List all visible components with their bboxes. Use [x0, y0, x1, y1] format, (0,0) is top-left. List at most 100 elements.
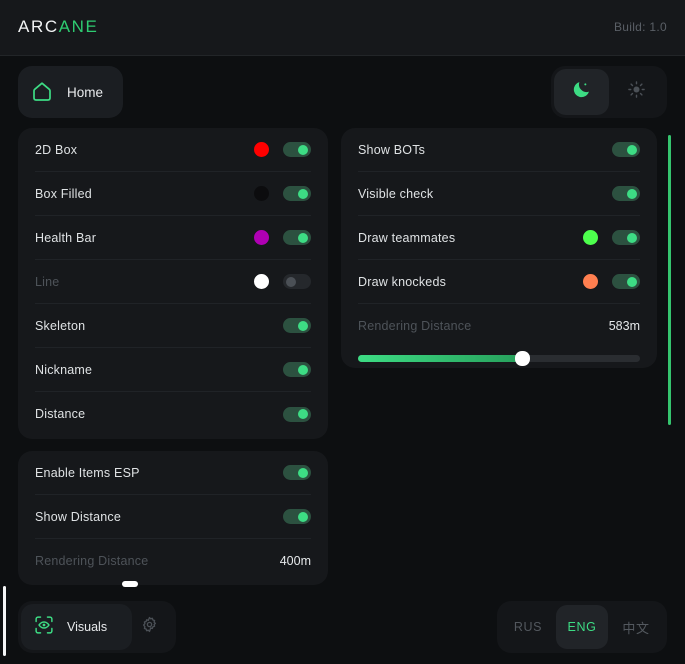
row-label: Distance	[35, 407, 86, 421]
slider-fill	[358, 355, 522, 362]
row-controls	[612, 186, 640, 201]
row-label: Draw knockeds	[358, 274, 447, 289]
row-label: Nickname	[35, 362, 93, 377]
settings-button[interactable]	[129, 604, 169, 650]
toggle-knob	[298, 467, 308, 478]
row-controls	[583, 230, 640, 245]
language-option-cn[interactable]: 中文	[622, 620, 650, 636]
toggle-knob	[286, 276, 296, 287]
tab-home[interactable]: Home	[18, 66, 123, 118]
row-line[interactable]: Line	[35, 260, 311, 304]
rendering-distance-label: Rendering Distance	[358, 319, 472, 333]
color-swatch-box-filled[interactable]	[254, 186, 269, 201]
language-option-eng[interactable]: ENG	[556, 605, 608, 649]
toggle-draw-teammates[interactable]	[612, 230, 640, 245]
color-swatch-line[interactable]	[254, 274, 269, 289]
row-controls	[254, 142, 311, 157]
row-label: Enable Items ESP	[35, 465, 140, 480]
row-label: Skeleton	[35, 318, 86, 333]
toggle-knob	[298, 320, 308, 331]
row-distance[interactable]: Distance	[35, 392, 311, 436]
language-selector: RUS ENG 中文	[497, 601, 667, 653]
toggle-knob	[298, 232, 308, 243]
toggle-show-distance[interactable]	[283, 509, 311, 524]
toggle-show-bots[interactable]	[612, 142, 640, 157]
row-controls	[283, 406, 311, 422]
row-box-filled[interactable]: Box Filled	[35, 172, 311, 216]
row-visible-check[interactable]: Visible check	[358, 172, 640, 216]
row-controls	[283, 318, 311, 333]
toggle-visible-check[interactable]	[612, 186, 640, 201]
language-option-rus[interactable]: RUS	[513, 620, 543, 634]
toggle-draw-knockeds[interactable]	[612, 274, 640, 289]
row-bot-rendering-distance: Rendering Distance 583m	[358, 304, 640, 348]
toggle-distance[interactable]	[283, 406, 311, 422]
toggle-knob	[298, 144, 308, 155]
title-bar: ARCANE Build: 1.0	[0, 0, 685, 56]
row-label: Show BOTs	[358, 142, 426, 157]
tab-home-label: Home	[67, 84, 104, 100]
row-label: 2D Box	[35, 142, 78, 157]
bot-rendering-distance-slider[interactable]	[358, 348, 640, 368]
tab-visuals[interactable]: Visuals	[21, 604, 132, 650]
color-swatch-draw-teammates[interactable]	[583, 230, 598, 245]
color-swatch-health-bar[interactable]	[254, 230, 269, 245]
row-label: Draw teammates	[358, 230, 456, 245]
toggle-skeleton[interactable]	[283, 318, 311, 333]
row-controls	[612, 142, 640, 157]
row-show-bots[interactable]: Show BOTs	[358, 128, 640, 172]
row-health-bar[interactable]: Health Bar	[35, 216, 311, 260]
row-label: Health Bar	[35, 230, 97, 245]
row-controls	[283, 362, 311, 377]
toggle-box-filled[interactable]	[283, 186, 311, 201]
row-show-distance[interactable]: Show Distance	[35, 495, 311, 539]
panel-items-esp: Enable Items ESP Show Distance Rendering…	[18, 451, 328, 585]
toggle-health-bar[interactable]	[283, 230, 311, 245]
toggle-line[interactable]	[283, 274, 311, 289]
row-controls	[254, 230, 311, 245]
bottom-left-group: Visuals	[18, 601, 176, 653]
scrollbar-left[interactable]	[3, 586, 6, 656]
toggle-2d-box[interactable]	[283, 142, 311, 157]
row-controls	[283, 465, 311, 480]
theme-dark-button[interactable]	[554, 69, 609, 115]
home-pentagon-icon	[30, 80, 54, 104]
toggle-knob	[298, 364, 308, 375]
row-draw-teammates[interactable]: Draw teammates	[358, 216, 640, 260]
moon-icon	[571, 79, 592, 105]
build-version-label: Build: 1.0	[613, 20, 667, 34]
row-controls	[583, 274, 640, 289]
tab-visuals-label: Visuals	[67, 620, 108, 634]
row-controls	[283, 509, 311, 524]
row-skeleton[interactable]: Skeleton	[35, 304, 311, 348]
row-nickname[interactable]: Nickname	[35, 348, 311, 392]
app-logo: ARCANE	[18, 17, 98, 37]
row-2d-box[interactable]: 2D Box	[35, 128, 311, 172]
gear-icon	[140, 615, 159, 639]
scrollbar-right[interactable]	[668, 135, 671, 425]
toggle-knob	[627, 276, 637, 287]
toggle-knob	[627, 232, 637, 243]
theme-light-button[interactable]	[609, 69, 664, 115]
rendering-distance-value: 583m	[608, 319, 640, 333]
toggle-nickname[interactable]	[283, 362, 311, 377]
logo-prefix: ARC	[18, 17, 59, 36]
color-swatch-draw-knockeds[interactable]	[583, 274, 598, 289]
panel-bot-esp: Show BOTs Visible check Draw teammates D…	[341, 128, 657, 368]
rendering-distance-value: 400m	[279, 554, 311, 568]
toggle-knob	[298, 188, 308, 199]
row-draw-knockeds[interactable]: Draw knockeds	[358, 260, 640, 304]
row-enable-items-esp[interactable]: Enable Items ESP	[35, 451, 311, 495]
row-controls: 400m	[280, 554, 311, 568]
bottom-bar: Visuals RUS ENG 中文	[0, 590, 685, 664]
theme-toggle-group	[551, 66, 667, 118]
slider-thumb[interactable]	[514, 351, 530, 366]
toggle-knob	[627, 144, 637, 155]
toggle-enable-items-esp[interactable]	[283, 465, 311, 480]
top-nav: Home	[0, 56, 685, 128]
row-label: Line	[35, 274, 60, 289]
items-rendering-distance-slider-thumb[interactable]	[122, 581, 138, 587]
color-swatch-2d-box[interactable]	[254, 142, 269, 157]
toggle-knob	[298, 409, 308, 419]
